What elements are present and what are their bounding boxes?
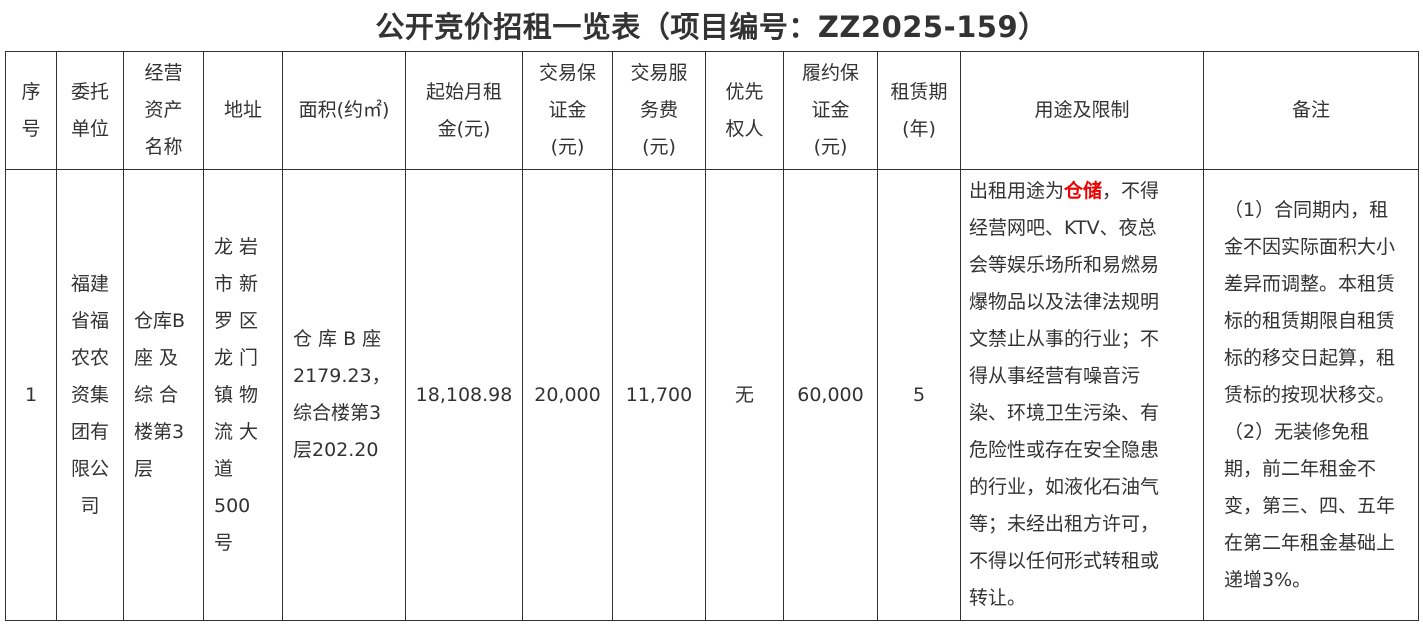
cell-entrusting-unit: 福建 省福 农农 资集 团有 限公 司 — [56, 169, 124, 621]
header-performance-bond: 履约保 证金 (元) — [783, 51, 878, 170]
cell-performance-bond: 60,000 — [783, 169, 878, 621]
header-usage: 用途及限制 — [960, 51, 1204, 170]
header-service-fee: 交易服 务费 (元) — [612, 51, 706, 170]
header-address: 地址 — [203, 51, 283, 170]
header-row: 序 号 委托 单位 经营 资产 名称 地址 面积(约㎡) 起始月租 金(元) 交… — [5, 51, 1419, 170]
rental-table: 序 号 委托 单位 经营 资产 名称 地址 面积(约㎡) 起始月租 金(元) 交… — [5, 51, 1419, 621]
header-remarks: 备注 — [1203, 51, 1419, 170]
cell-asset-name: 仓库B 座 及 综 合 楼第3 层 — [123, 169, 204, 621]
header-asset-name: 经营 资产 名称 — [123, 51, 204, 170]
cell-remarks: （1）合同期内，租 金不因实际面积大小 差异而调整。本租赁 标的租赁期限自租赁 … — [1203, 169, 1419, 621]
usage-highlight: 仓储 — [1064, 180, 1103, 202]
cell-usage: 出租用途为仓储，不得 经营网吧、KTV、夜总 会等娱乐场所和易燃易 爆物品以及法… — [960, 169, 1204, 621]
header-lease-term: 租赁期 (年) — [877, 51, 961, 170]
header-priority-holder: 优先 权人 — [705, 51, 784, 170]
cell-index: 1 — [5, 169, 57, 621]
header-starting-rent: 起始月租 金(元) — [405, 51, 523, 170]
header-area: 面积(约㎡) — [282, 51, 406, 170]
cell-priority-holder: 无 — [705, 169, 784, 621]
cell-starting-rent: 18,108.98 — [405, 169, 523, 621]
header-entrusting-unit: 委托 单位 — [56, 51, 124, 170]
usage-prefix: 出租用途为 — [969, 180, 1065, 202]
cell-deposit: 20,000 — [522, 169, 613, 621]
header-deposit: 交易保 证金 (元) — [522, 51, 613, 170]
cell-lease-term: 5 — [877, 169, 961, 621]
header-index: 序 号 — [5, 51, 57, 170]
usage-rest: ，不得 经营网吧、KTV、夜总 会等娱乐场所和易燃易 爆物品以及法律法规明 文禁… — [969, 180, 1160, 609]
cell-service-fee: 11,700 — [612, 169, 706, 621]
cell-address: 龙 岩 市 新 罗 区 龙 门 镇 物 流 大 道 500 号 — [203, 169, 283, 621]
table-row: 1 福建 省福 农农 资集 团有 限公 司 仓库B 座 及 综 合 楼第3 层 … — [5, 169, 1419, 621]
page-title: 公开竞价招租一览表（项目编号：ZZ2025-159） — [375, 10, 1048, 44]
cell-area: 仓 库 B 座 2179.23， 综合楼第3 层202.20 — [282, 169, 406, 621]
